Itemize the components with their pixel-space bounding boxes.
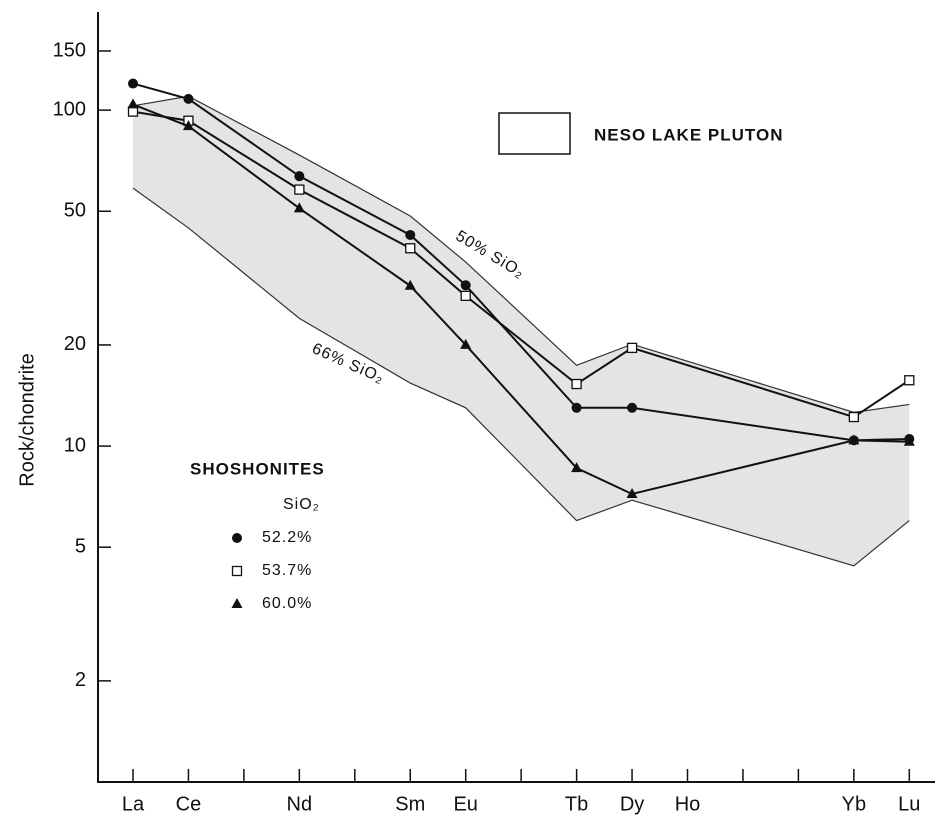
legend-label: 53.7% [262, 562, 312, 579]
data-point [626, 487, 638, 498]
legend-subtitle: SiO₂ [283, 496, 320, 513]
field-legend-label: NESO LAKE PLUTON [594, 125, 783, 144]
data-point [626, 342, 638, 354]
data-point [183, 93, 194, 104]
data-point [404, 279, 416, 290]
y-tick-label: 10 [64, 434, 86, 456]
field-lower [132, 187, 910, 567]
y-tick-label: 5 [75, 535, 86, 557]
data-point [848, 411, 859, 423]
field-upper [132, 95, 910, 413]
x-tick-label: Ce [176, 793, 202, 815]
x-tick-label: Sm [395, 793, 425, 815]
data-point [460, 280, 471, 291]
data-point [460, 290, 471, 301]
x-tick-label: Tb [565, 793, 588, 815]
x-tick-label: La [122, 793, 145, 815]
data-point [571, 402, 582, 413]
x-tick-label: Lu [898, 793, 920, 815]
data-point [903, 435, 915, 446]
field-legend-swatch [498, 112, 571, 155]
data-point [571, 378, 582, 390]
y-axis-label: Rock/chondrite [16, 353, 38, 486]
data-point [127, 106, 139, 117]
legend-marker [231, 565, 243, 577]
y-tick-label: 50 [64, 200, 86, 222]
data-point [848, 434, 860, 445]
y-tick-label: 20 [64, 333, 86, 355]
data-point [294, 184, 305, 195]
y-tick-label: 100 [53, 98, 86, 120]
data-point [405, 243, 416, 254]
data-point [571, 462, 583, 473]
y-tick-label: 2 [75, 669, 86, 691]
data-point [405, 229, 416, 240]
data-point [460, 338, 472, 349]
data-point [294, 171, 305, 182]
x-tick-label: Eu [453, 793, 477, 815]
x-tick-label: Ho [675, 793, 701, 815]
legend-marker [231, 598, 243, 608]
data-point [182, 120, 194, 131]
x-tick-label: Yb [842, 793, 866, 815]
x-tick-label: Dy [620, 793, 644, 815]
legend-marker [232, 533, 242, 543]
data-point [128, 78, 138, 89]
data-point [293, 202, 305, 213]
data-point [627, 402, 638, 413]
y-tick-label: 150 [53, 39, 86, 61]
field-area [133, 96, 910, 566]
legend-title: SHOSHONITES [190, 459, 325, 478]
data-point [127, 98, 139, 109]
x-tick-label: Nd [287, 793, 313, 815]
legend-label: 60.0% [262, 595, 312, 612]
legend-label: 52.2% [262, 529, 312, 546]
data-point [904, 375, 915, 386]
